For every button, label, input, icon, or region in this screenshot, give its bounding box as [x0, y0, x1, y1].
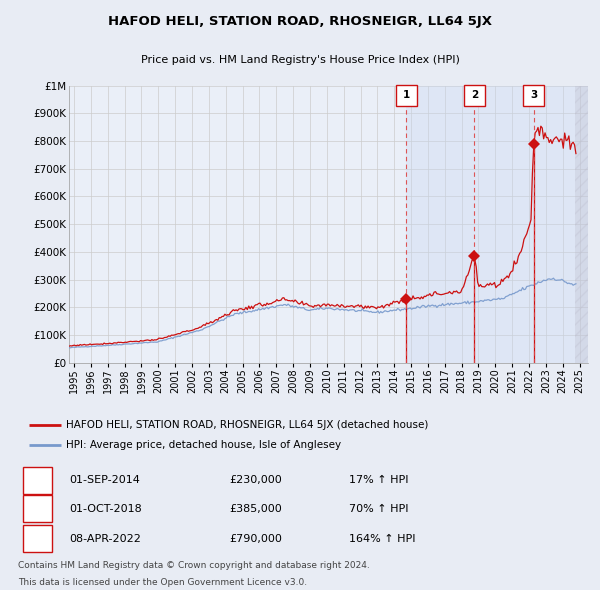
- Text: Price paid vs. HM Land Registry's House Price Index (HPI): Price paid vs. HM Land Registry's House …: [140, 55, 460, 65]
- Text: HAFOD HELI, STATION ROAD, RHOSNEIGR, LL64 5JX (detached house): HAFOD HELI, STATION ROAD, RHOSNEIGR, LL6…: [67, 420, 429, 430]
- Text: 2: 2: [34, 504, 41, 513]
- Text: 70% ↑ HPI: 70% ↑ HPI: [349, 504, 408, 513]
- Text: 164% ↑ HPI: 164% ↑ HPI: [349, 534, 415, 544]
- Text: £230,000: £230,000: [229, 476, 281, 485]
- FancyBboxPatch shape: [396, 85, 416, 106]
- Text: 01-OCT-2018: 01-OCT-2018: [70, 504, 142, 513]
- Text: 1: 1: [34, 476, 41, 485]
- Text: 2: 2: [470, 90, 478, 100]
- Text: 17% ↑ HPI: 17% ↑ HPI: [349, 476, 408, 485]
- Bar: [575, 86, 588, 363]
- Bar: [406, 86, 588, 363]
- FancyBboxPatch shape: [23, 525, 52, 552]
- Text: This data is licensed under the Open Government Licence v3.0.: This data is licensed under the Open Gov…: [18, 578, 307, 587]
- Text: 1: 1: [403, 90, 410, 100]
- FancyBboxPatch shape: [464, 85, 485, 106]
- FancyBboxPatch shape: [23, 495, 52, 522]
- Text: HPI: Average price, detached house, Isle of Anglesey: HPI: Average price, detached house, Isle…: [67, 440, 341, 450]
- Text: £385,000: £385,000: [229, 504, 281, 513]
- Text: £790,000: £790,000: [229, 534, 282, 544]
- FancyBboxPatch shape: [523, 85, 544, 106]
- Text: 01-SEP-2014: 01-SEP-2014: [70, 476, 140, 485]
- FancyBboxPatch shape: [23, 467, 52, 494]
- Text: Contains HM Land Registry data © Crown copyright and database right 2024.: Contains HM Land Registry data © Crown c…: [18, 561, 370, 570]
- Text: 08-APR-2022: 08-APR-2022: [70, 534, 141, 544]
- Text: HAFOD HELI, STATION ROAD, RHOSNEIGR, LL64 5JX: HAFOD HELI, STATION ROAD, RHOSNEIGR, LL6…: [108, 15, 492, 28]
- Text: 3: 3: [530, 90, 537, 100]
- Text: 3: 3: [34, 534, 41, 544]
